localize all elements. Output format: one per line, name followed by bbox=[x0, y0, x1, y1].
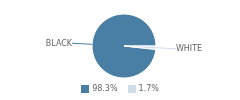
svg-text:BLACK: BLACK bbox=[46, 39, 73, 48]
svg-text:WHITE: WHITE bbox=[176, 44, 202, 53]
html-text:1.7%: 1.7% bbox=[138, 84, 159, 93]
html-text:98.3%: 98.3% bbox=[92, 84, 118, 93]
